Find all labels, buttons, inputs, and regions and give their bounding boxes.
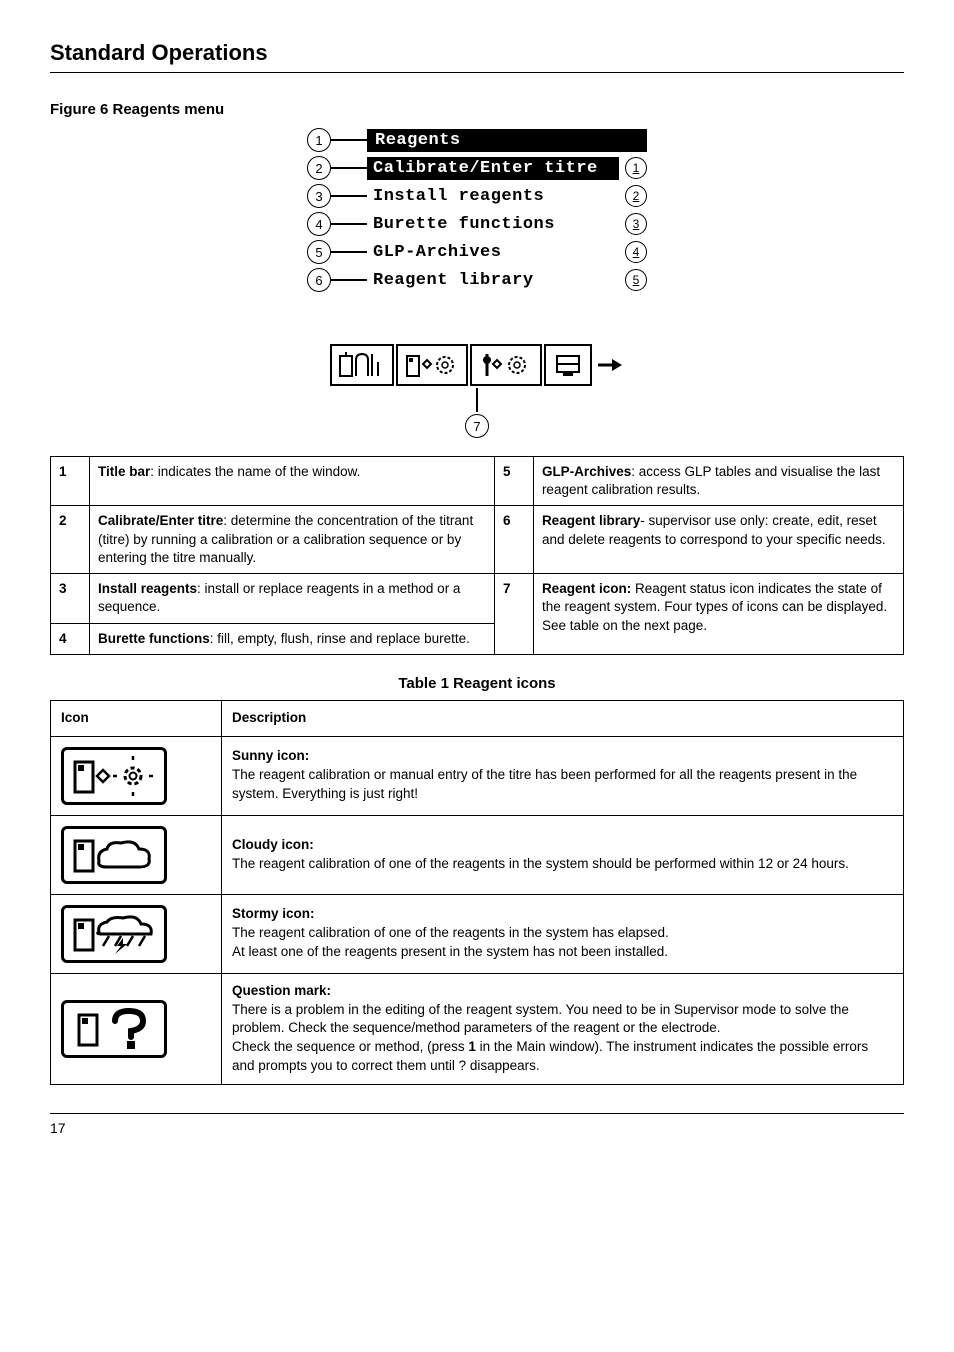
title-rule: [50, 72, 904, 73]
table-row: Sunny icon: The reagent calibration or m…: [51, 736, 904, 815]
legend-num-3: 3: [51, 574, 90, 623]
legend-num-4: 4: [51, 623, 90, 654]
icon-table-header-desc: Description: [222, 700, 904, 736]
legend-text-1: Title bar: indicates the name of the win…: [90, 457, 495, 506]
toolbar-icon-3: [470, 344, 542, 386]
toolbar-reagent-icon: [396, 344, 468, 386]
legend-num-6: 6: [494, 506, 533, 574]
callout-7: 7: [465, 414, 489, 438]
table-row: Stormy icon: The reagent calibration of …: [51, 894, 904, 973]
stormy-title: Stormy icon:: [232, 906, 315, 921]
legend-text-2: Calibrate/Enter titre: determine the con…: [90, 506, 495, 574]
callout-5: 5: [307, 240, 331, 264]
menu-item-calibrate[interactable]: Calibrate/Enter titre: [367, 157, 619, 180]
callout-3: 3: [307, 184, 331, 208]
figure-legend-table: 1 Title bar: indicates the name of the w…: [50, 456, 904, 655]
menu-key-5: 5: [625, 269, 647, 291]
callout-6: 6: [307, 268, 331, 292]
legend-num-2: 2: [51, 506, 90, 574]
legend-text-6: Reagent library- supervisor use only: cr…: [533, 506, 903, 574]
cloudy-body: The reagent calibration of one of the re…: [232, 855, 893, 874]
toolbar-icon-4: [544, 344, 592, 386]
page-title: Standard Operations: [50, 40, 904, 66]
sunny-icon: [61, 747, 167, 805]
question-body: There is a problem in the editing of the…: [232, 1001, 893, 1077]
stormy-body: The reagent calibration of one of the re…: [232, 924, 893, 962]
menu-item-install[interactable]: Install reagents: [367, 185, 619, 208]
callout-1: 1: [307, 128, 331, 152]
figure-caption: Figure 6 Reagents menu: [50, 101, 904, 118]
menu-key-4: 4: [625, 241, 647, 263]
sunny-body: The reagent calibration or manual entry …: [232, 766, 893, 804]
legend-text-7: Reagent icon: Reagent status icon indica…: [533, 574, 903, 655]
legend-num-1: 1: [51, 457, 90, 506]
table-row: Question mark: There is a problem in the…: [51, 973, 904, 1084]
reagent-icon-table: Icon Description Sunny icon:: [50, 700, 904, 1085]
icon-table-title: Table 1 Reagent icons: [50, 675, 904, 692]
cloudy-icon: [61, 826, 167, 884]
question-title: Question mark:: [232, 983, 331, 998]
table-row: Cloudy icon: The reagent calibration of …: [51, 815, 904, 894]
legend-text-3: Install reagents: install or replace rea…: [90, 574, 495, 623]
reagents-menu-figure: 1 Reagents 2 Calibrate/Enter titre 1 3 I…: [50, 126, 904, 438]
callout-4: 4: [307, 212, 331, 236]
menu-key-2: 2: [625, 185, 647, 207]
page-number: 17: [50, 1120, 66, 1136]
menu-key-1: 1: [625, 157, 647, 179]
callout-2: 2: [307, 156, 331, 180]
toolbar-arrow-icon: [594, 356, 624, 374]
page-footer: 17: [50, 1113, 904, 1136]
menu-key-3: 3: [625, 213, 647, 235]
question-icon: [61, 1000, 167, 1058]
menu-item-glp[interactable]: GLP-Archives: [367, 241, 619, 264]
sunny-title: Sunny icon:: [232, 748, 309, 763]
icon-table-header-icon: Icon: [51, 700, 222, 736]
menu-item-library[interactable]: Reagent library: [367, 269, 619, 292]
stormy-icon: [61, 905, 167, 963]
legend-num-7: 7: [494, 574, 533, 655]
menu-item-burette[interactable]: Burette functions: [367, 213, 619, 236]
cloudy-title: Cloudy icon:: [232, 837, 314, 852]
legend-text-5: GLP-Archives: access GLP tables and visu…: [533, 457, 903, 506]
menu-title-bar: Reagents: [367, 129, 647, 152]
toolbar-icon-1: [330, 344, 394, 386]
legend-text-4: Burette functions: fill, empty, flush, r…: [90, 623, 495, 654]
legend-num-5: 5: [494, 457, 533, 506]
menu-toolbar: 7: [307, 344, 647, 438]
